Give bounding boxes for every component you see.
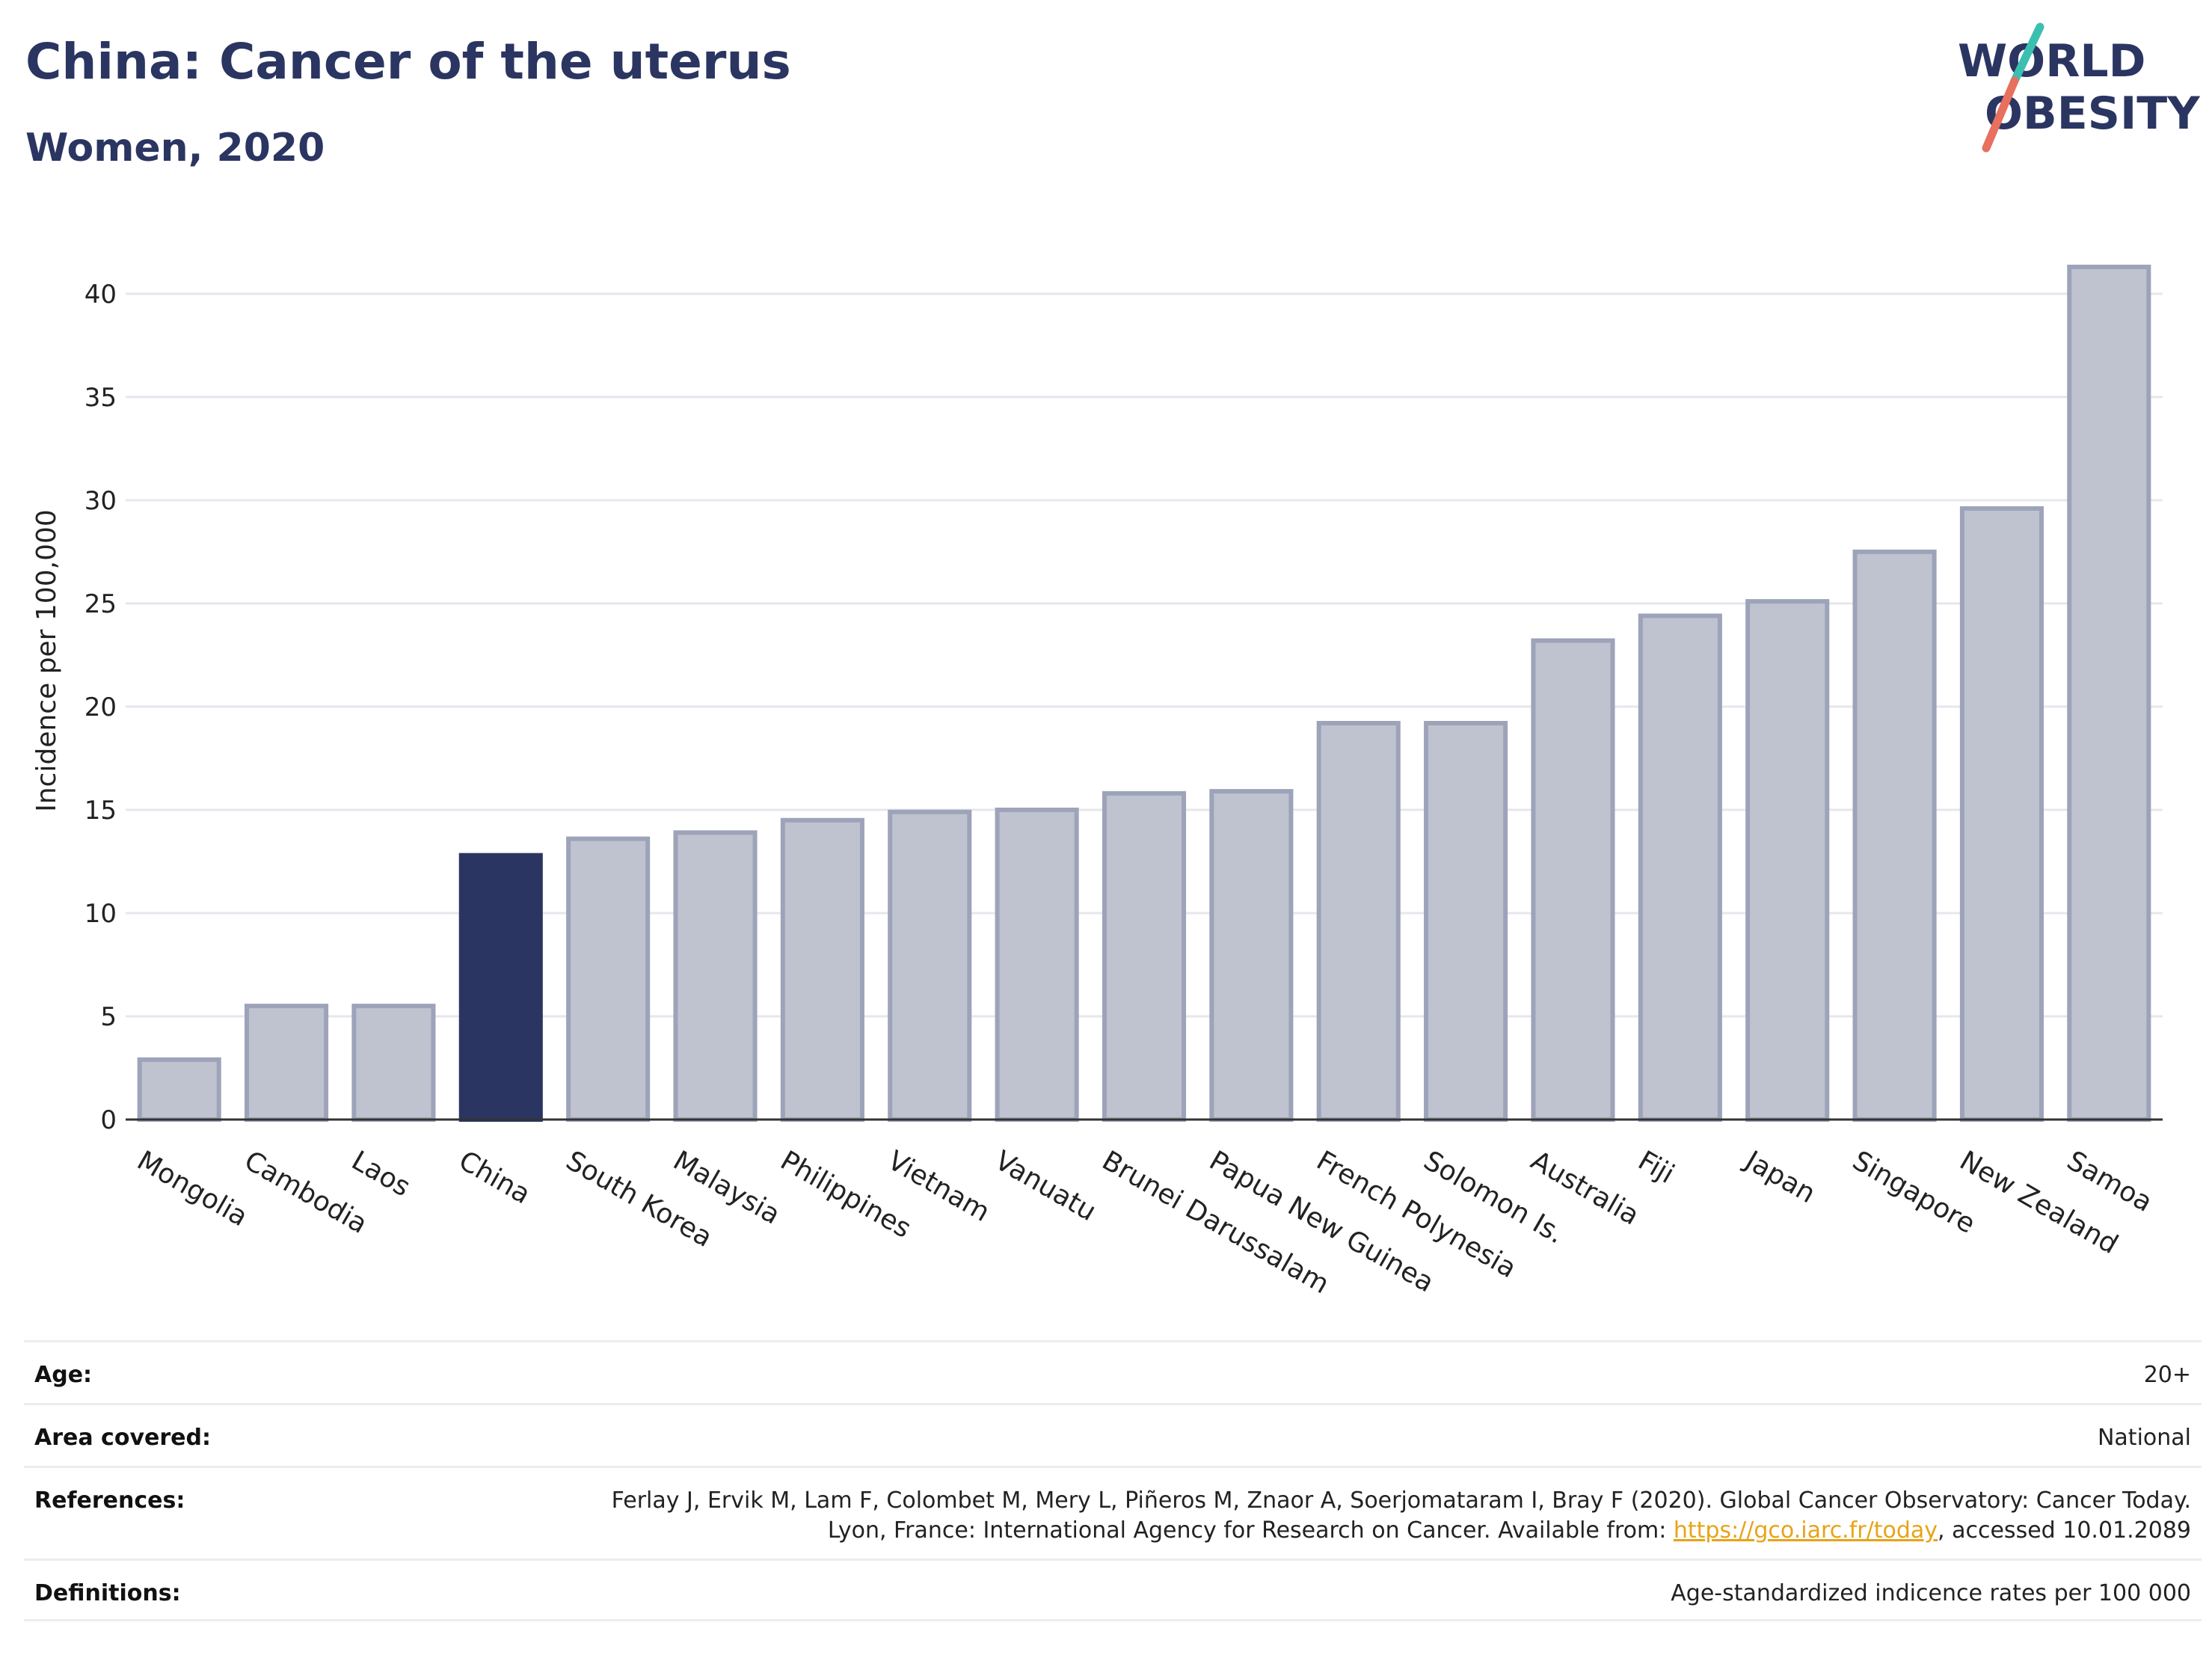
y-tick-label: 15 xyxy=(85,796,117,826)
chart-subtitle: Women, 2020 xyxy=(25,126,325,171)
bar-brunei-darussalam[interactable] xyxy=(1102,790,1187,1123)
x-tick-label: Japan xyxy=(1739,1144,1820,1209)
x-tick-label: Cambodia xyxy=(239,1145,372,1240)
x-tick-label: Mongolia xyxy=(132,1145,253,1232)
bar-philippines[interactable] xyxy=(780,817,864,1122)
info-row-age: Age: 20+ xyxy=(24,1340,2202,1403)
bar-south-korea[interactable] xyxy=(566,836,651,1123)
references-link[interactable]: https://gco.iarc.fr/today xyxy=(1673,1517,1938,1544)
y-axis-title: Incidence per 100,000 xyxy=(31,509,62,812)
age-label: Age: xyxy=(34,1362,93,1388)
bar-vietnam[interactable] xyxy=(888,809,972,1122)
y-tick-label: 10 xyxy=(85,899,117,929)
x-tick-label: Fiji xyxy=(1633,1145,1680,1190)
logo-line-1: WORLD xyxy=(1958,35,2145,87)
bar-new-zealand[interactable] xyxy=(1959,506,2044,1122)
bar-malaysia[interactable] xyxy=(673,830,758,1122)
info-table: Age: 20+ Area covered: National Referenc… xyxy=(24,1340,2202,1621)
info-row-area: Area covered: National xyxy=(24,1403,2202,1466)
x-tick-label: Vanuatu xyxy=(989,1145,1101,1227)
bars xyxy=(137,264,2151,1123)
logo-slash-teal-icon xyxy=(2010,22,2044,85)
bar-australia[interactable] xyxy=(1531,638,1615,1122)
bar-fiji[interactable] xyxy=(1638,613,1722,1122)
bar-singapore[interactable] xyxy=(1852,549,1937,1122)
references-suffix: , accessed 10.01.2089 xyxy=(1938,1517,2191,1544)
references-value: Ferlay J, Ervik M, Lam F, Colombet M, Me… xyxy=(546,1486,2191,1546)
bar-samoa[interactable] xyxy=(2067,264,2151,1123)
x-tick-label: Laos xyxy=(346,1145,415,1203)
info-row-references: References: Ferlay J, Ervik M, Lam F, Co… xyxy=(24,1466,2202,1559)
y-tick-label: 25 xyxy=(85,589,117,619)
x-tick-label: China xyxy=(453,1145,535,1210)
age-value: 20+ xyxy=(2143,1362,2191,1388)
x-tick-label: Singapore xyxy=(1847,1145,1980,1239)
y-tick-label: 35 xyxy=(85,383,117,413)
logo-line-2: OBESITY xyxy=(1985,87,2201,140)
y-tick-label: 5 xyxy=(100,1002,117,1032)
bar-laos[interactable] xyxy=(351,1004,436,1123)
area-label: Area covered: xyxy=(34,1425,211,1451)
definitions-label: Definitions: xyxy=(34,1580,181,1606)
y-tick-label: 20 xyxy=(85,693,117,722)
definitions-value: Age-standardized indicence rates per 100… xyxy=(1671,1580,2191,1606)
bar-papua-new-guinea[interactable] xyxy=(1209,789,1294,1122)
bar-mongolia[interactable] xyxy=(137,1057,221,1123)
chart-title: China: Cancer of the uterus xyxy=(25,33,791,90)
bar-solomon-is[interactable] xyxy=(1424,720,1508,1122)
bar-cambodia[interactable] xyxy=(245,1004,329,1123)
y-tick-label: 0 xyxy=(100,1105,117,1135)
info-row-definitions: Definitions: Age-standardized indicence … xyxy=(24,1559,2202,1621)
world-obesity-logo: WORLD OBESITY xyxy=(1958,22,2201,153)
logo-slash-coral-icon xyxy=(1982,76,2019,153)
bar-french-polynesia[interactable] xyxy=(1316,720,1401,1122)
y-tick-label: 40 xyxy=(85,280,117,310)
references-label: References: xyxy=(34,1487,185,1514)
bar-vanuatu[interactable] xyxy=(995,807,1079,1122)
y-tick-label: 30 xyxy=(85,486,117,516)
references-text: Ferlay J, Ervik M, Lam F, Colombet M, Me… xyxy=(611,1487,2191,1544)
bar-china[interactable] xyxy=(458,853,543,1123)
area-value: National xyxy=(2097,1425,2191,1451)
bar-japan[interactable] xyxy=(1745,599,1830,1122)
